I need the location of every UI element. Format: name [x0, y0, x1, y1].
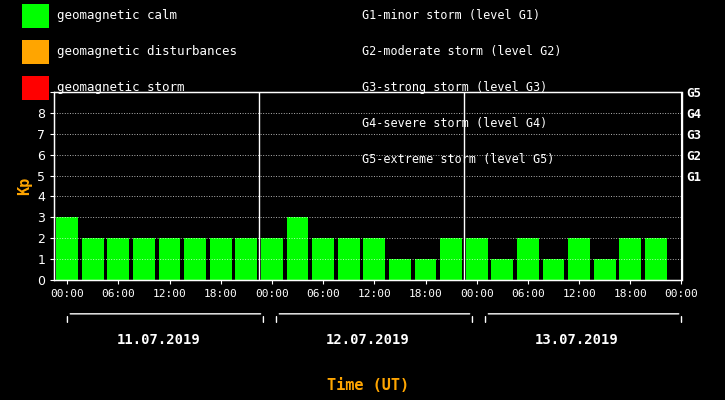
Text: geomagnetic disturbances: geomagnetic disturbances: [57, 46, 236, 58]
Bar: [159, 238, 181, 280]
Bar: [338, 238, 360, 280]
Bar: [133, 238, 155, 280]
Bar: [236, 238, 257, 280]
Bar: [312, 238, 334, 280]
Bar: [389, 259, 411, 280]
Bar: [415, 259, 436, 280]
Bar: [363, 238, 385, 280]
Text: 13.07.2019: 13.07.2019: [535, 333, 619, 347]
Text: 12.07.2019: 12.07.2019: [326, 333, 410, 347]
Text: geomagnetic calm: geomagnetic calm: [57, 10, 177, 22]
Bar: [645, 238, 667, 280]
Bar: [210, 238, 231, 280]
Y-axis label: Kp: Kp: [17, 177, 32, 195]
Text: Time (UT): Time (UT): [327, 378, 409, 393]
Text: G3-strong storm (level G3): G3-strong storm (level G3): [362, 82, 548, 94]
Text: 11.07.2019: 11.07.2019: [117, 333, 201, 347]
Bar: [107, 238, 129, 280]
Text: geomagnetic storm: geomagnetic storm: [57, 82, 184, 94]
Bar: [619, 238, 641, 280]
Bar: [261, 238, 283, 280]
Bar: [286, 217, 308, 280]
Text: G1-minor storm (level G1): G1-minor storm (level G1): [362, 10, 541, 22]
Text: G2-moderate storm (level G2): G2-moderate storm (level G2): [362, 46, 562, 58]
Bar: [57, 217, 78, 280]
Bar: [82, 238, 104, 280]
Bar: [492, 259, 513, 280]
Text: G4-severe storm (level G4): G4-severe storm (level G4): [362, 118, 548, 130]
Bar: [466, 238, 488, 280]
Bar: [517, 238, 539, 280]
Bar: [542, 259, 564, 280]
Bar: [594, 259, 616, 280]
Bar: [440, 238, 462, 280]
Bar: [568, 238, 590, 280]
Bar: [184, 238, 206, 280]
Text: G5-extreme storm (level G5): G5-extreme storm (level G5): [362, 154, 555, 166]
